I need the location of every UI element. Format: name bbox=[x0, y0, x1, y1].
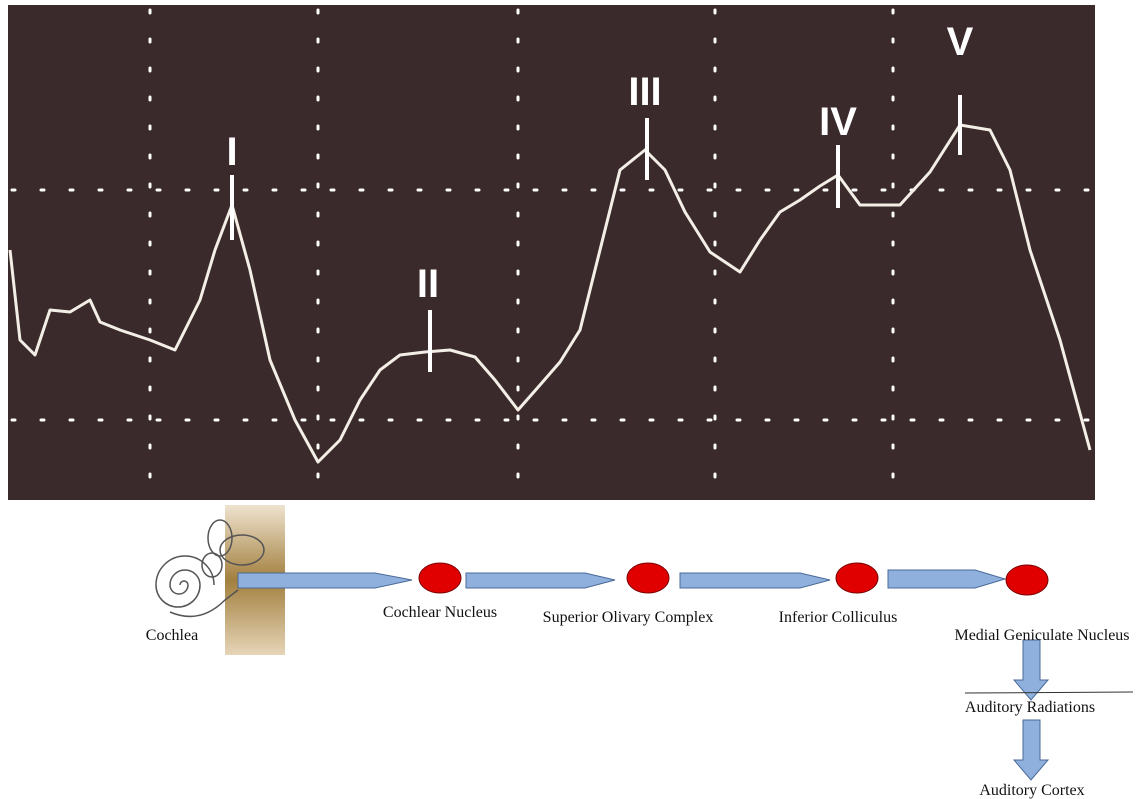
node-label: Cochlear Nucleus bbox=[383, 604, 497, 621]
peak-label: V bbox=[947, 20, 974, 64]
node-label: Inferior Colliculus bbox=[779, 609, 898, 626]
waveform-panel bbox=[8, 5, 1095, 500]
underline bbox=[965, 692, 1133, 693]
node-label: Superior Olivary Complex bbox=[543, 609, 714, 626]
node bbox=[1006, 565, 1048, 595]
node bbox=[836, 563, 878, 593]
node-label: Medial Geniculate Nucleus bbox=[954, 627, 1129, 644]
arrow bbox=[466, 573, 615, 588]
node-label: Auditory Radiations bbox=[965, 699, 1095, 716]
node-label: Auditory Cortex bbox=[979, 782, 1084, 799]
figure: I II III IV V Cochlea Cochlear Nucleus S… bbox=[0, 0, 1145, 799]
peak-label: I bbox=[226, 130, 237, 174]
peak-label: III bbox=[628, 70, 661, 114]
peak-label: II bbox=[417, 262, 439, 306]
arrow bbox=[888, 570, 1005, 588]
arrow bbox=[680, 573, 830, 588]
peak-label: IV bbox=[819, 100, 857, 144]
node bbox=[627, 563, 669, 593]
arrow bbox=[1014, 640, 1048, 700]
node-label: Cochlea bbox=[146, 627, 198, 644]
node bbox=[419, 563, 461, 593]
arrow bbox=[1014, 720, 1048, 780]
arrow bbox=[238, 573, 412, 588]
